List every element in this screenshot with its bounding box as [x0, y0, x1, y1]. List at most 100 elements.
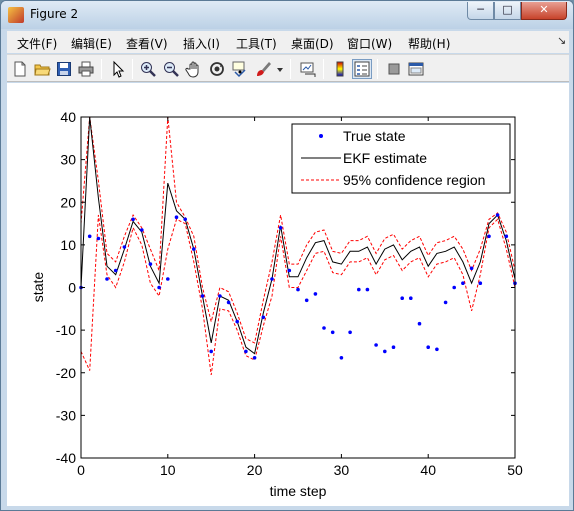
x-axis-ticks: 0 10 20 30 40 50	[77, 117, 523, 478]
true-state-point	[400, 296, 405, 300]
y-tick-label: 20	[60, 194, 76, 210]
true-state-point	[287, 268, 292, 273]
true-state-point	[174, 215, 179, 219]
y-tick-label: -20	[56, 365, 76, 381]
menubar-dock-arrow[interactable]: ↘	[557, 34, 567, 47]
y-tick-label: 30	[60, 152, 76, 168]
true-state-point	[296, 287, 300, 292]
zoom-in-icon[interactable]	[139, 60, 157, 78]
true-state-point	[461, 281, 465, 285]
open-file-icon[interactable]	[33, 60, 51, 78]
toolbar-separator	[290, 59, 291, 79]
true-state-point	[443, 300, 448, 305]
true-state-point	[252, 356, 257, 360]
true-state-point	[200, 294, 205, 298]
toolbar-separator	[377, 59, 378, 79]
rotate-3d-icon[interactable]	[208, 60, 226, 78]
true-state-point	[504, 234, 509, 239]
brush-dropdown-icon[interactable]	[275, 60, 285, 78]
menu-help[interactable]: 帮助(H)	[408, 37, 451, 51]
x-tick-label: 40	[420, 462, 436, 478]
true-state-point	[235, 319, 239, 324]
true-state-point	[426, 345, 431, 350]
x-tick-label: 10	[160, 462, 176, 478]
y-tick-label: 10	[60, 237, 76, 253]
x-axis-label: time step	[270, 483, 327, 499]
true-state-point	[409, 296, 413, 300]
ekf-estimate-polyline	[80, 116, 516, 355]
new-figure-icon[interactable]	[11, 60, 29, 78]
y-tick-label: 40	[60, 109, 76, 125]
true-state-point	[278, 226, 283, 230]
zoom-out-icon[interactable]	[162, 60, 180, 78]
menu-view[interactable]: 查看(V)	[126, 37, 168, 51]
figure-canvas[interactable]: 0 10 20 30 40 50 -40 -30 -20 -10 0 10 20 30 40 time s…	[7, 83, 569, 506]
colorbar-icon[interactable]	[331, 60, 349, 78]
true-state-point	[96, 236, 101, 241]
title-bar[interactable]: Figure 2 ─ □ ✕	[1, 1, 573, 29]
minimize-button[interactable]: ─	[467, 2, 494, 20]
true-state-point	[218, 294, 222, 298]
y-axis-label: state	[30, 272, 46, 303]
y-tick-label: 0	[68, 280, 76, 296]
true-state-point	[261, 315, 266, 320]
pan-hand-icon[interactable]	[185, 60, 203, 78]
close-button[interactable]: ✕	[521, 2, 567, 20]
confidence-region-lines	[80, 116, 516, 375]
menu-file[interactable]: 文件(F)	[17, 37, 58, 51]
true-state-point	[374, 343, 378, 347]
true-state-point	[122, 245, 127, 249]
toolbar-separator	[323, 59, 324, 79]
legend-marker-true-state	[319, 134, 323, 138]
legend-box[interactable]: True state EKF estimate 95% confidence r…	[291, 123, 511, 194]
edit-plot-arrow-icon[interactable]	[109, 60, 127, 78]
true-state-point	[244, 349, 248, 354]
link-plot-icon[interactable]	[299, 60, 317, 78]
true-state-point	[166, 277, 170, 281]
legend-label-ekf-estimate: EKF estimate	[343, 150, 427, 166]
data-cursor-icon[interactable]	[231, 60, 249, 78]
true-state-point	[478, 281, 483, 285]
hide-plot-tools-icon[interactable]	[385, 60, 403, 78]
toolbar-separator	[132, 59, 133, 79]
print-icon[interactable]	[77, 60, 95, 78]
figure-toolbar	[7, 54, 569, 82]
true-state-point	[304, 298, 309, 303]
true-state-point	[339, 356, 344, 360]
true-state-point	[435, 347, 439, 352]
menu-bar: 文件(F) 编辑(E) 查看(V) 插入(I) 工具(T) 桌面(D) 窗口(W…	[7, 31, 569, 53]
maximize-button[interactable]: □	[494, 2, 521, 20]
true-state-point	[226, 300, 231, 305]
plot-area[interactable]: 0 10 20 30 40 50 -40 -30 -20 -10 0 10 20 30 40 time s…	[7, 83, 569, 506]
true-state-point	[452, 285, 457, 290]
show-plot-tools-icon[interactable]	[407, 60, 425, 78]
matlab-app-icon	[8, 7, 24, 23]
x-tick-label: 0	[77, 462, 85, 478]
menu-insert[interactable]: 插入(I)	[183, 37, 220, 51]
legend-label-confidence: 95% confidence region	[343, 172, 485, 188]
save-icon[interactable]	[55, 60, 73, 78]
y-axis-ticks: -40 -30 -20 -10 0 10 20 30 40	[56, 109, 515, 466]
confidence-upper-line	[80, 116, 516, 344]
toolbar-separator	[101, 59, 102, 79]
true-state-point	[183, 217, 187, 222]
x-tick-label: 50	[507, 462, 523, 478]
true-state-point	[487, 234, 491, 239]
true-state-point	[313, 292, 318, 296]
true-state-point	[357, 287, 361, 292]
menu-tools[interactable]: 工具(T)	[236, 37, 277, 51]
true-state-point	[330, 330, 335, 335]
brush-icon[interactable]	[254, 60, 272, 78]
true-state-point	[495, 213, 500, 217]
menu-edit[interactable]: 编辑(E)	[71, 37, 112, 51]
menu-window[interactable]: 窗口(W)	[347, 37, 393, 51]
true-state-point	[148, 262, 153, 266]
true-state-point	[383, 349, 387, 354]
menu-desktop[interactable]: 桌面(D)	[291, 37, 334, 51]
true-state-point	[417, 321, 422, 326]
true-state-point	[131, 217, 135, 222]
y-tick-label: -40	[56, 450, 76, 466]
legend-icon[interactable]	[352, 59, 372, 79]
true-state-point	[140, 228, 144, 232]
